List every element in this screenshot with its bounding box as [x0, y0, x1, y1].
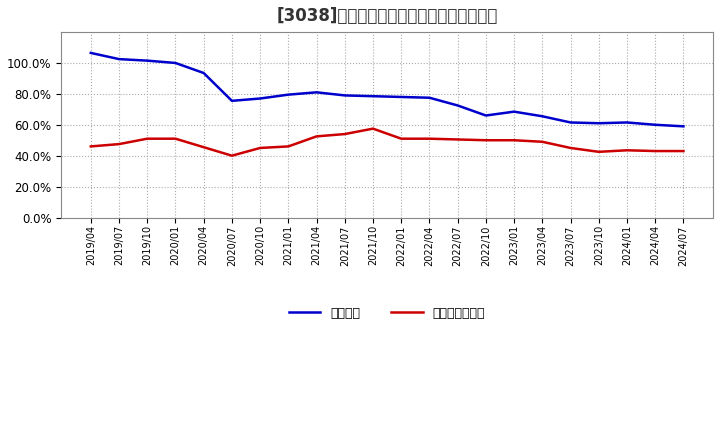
固定比率 — [256, 96, 264, 101]
固定長期適合率 — [143, 136, 151, 141]
固定長期適合率 — [538, 139, 546, 144]
固定比率 — [143, 58, 151, 63]
固定比率 — [284, 92, 292, 97]
固定長期適合率 — [510, 138, 518, 143]
固定比率 — [114, 56, 123, 62]
固定比率 — [482, 113, 490, 118]
固定比率 — [86, 50, 95, 55]
固定比率 — [679, 124, 688, 129]
固定比率 — [397, 94, 405, 99]
固定長期適合率 — [199, 145, 208, 150]
Line: 固定比率: 固定比率 — [91, 53, 683, 126]
固定比率 — [566, 120, 575, 125]
固定長期適合率 — [482, 138, 490, 143]
固定比率 — [425, 95, 433, 100]
固定長期適合率 — [623, 148, 631, 153]
固定比率 — [369, 94, 377, 99]
固定長期適合率 — [171, 136, 180, 141]
固定長期適合率 — [425, 136, 433, 141]
固定比率 — [228, 98, 236, 103]
固定比率 — [538, 114, 546, 119]
固定長期適合率 — [454, 137, 462, 142]
固定長期適合率 — [595, 149, 603, 154]
固定比率 — [341, 93, 349, 98]
固定比率 — [595, 121, 603, 126]
固定長期適合率 — [369, 126, 377, 131]
固定長期適合率 — [86, 144, 95, 149]
Legend: 固定比率, 固定長期適合率: 固定比率, 固定長期適合率 — [284, 302, 490, 325]
Line: 固定長期適合率: 固定長期適合率 — [91, 128, 683, 156]
固定比率 — [171, 60, 180, 66]
固定長期適合率 — [397, 136, 405, 141]
固定比率 — [312, 90, 321, 95]
固定長期適合率 — [651, 148, 660, 154]
Title: [3038]　固定比率、固定長期適合率の推移: [3038] 固定比率、固定長期適合率の推移 — [276, 7, 498, 25]
固定長期適合率 — [566, 145, 575, 150]
固定比率 — [510, 109, 518, 114]
固定長期適合率 — [256, 145, 264, 150]
固定比率 — [199, 70, 208, 76]
固定長期適合率 — [228, 153, 236, 158]
固定比率 — [623, 120, 631, 125]
固定長期適合率 — [114, 142, 123, 147]
固定長期適合率 — [312, 134, 321, 139]
固定比率 — [454, 103, 462, 108]
固定比率 — [651, 122, 660, 128]
固定長期適合率 — [341, 132, 349, 137]
固定長期適合率 — [679, 148, 688, 154]
固定長期適合率 — [284, 144, 292, 149]
